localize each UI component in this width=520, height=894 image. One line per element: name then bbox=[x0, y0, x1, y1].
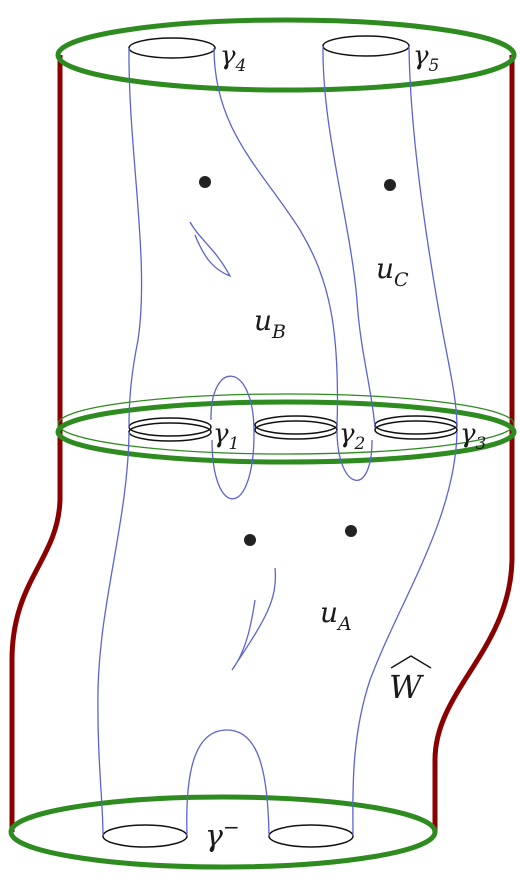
orbit-gamma5 bbox=[322, 35, 410, 57]
orbit-gamma-minus-left bbox=[102, 824, 188, 848]
bottom-boundary-circle bbox=[8, 794, 438, 870]
uB-lower-loop bbox=[336, 429, 373, 481]
label-gamma2: γ2 bbox=[339, 419, 365, 454]
orbit-gamma1 bbox=[128, 417, 212, 442]
label-gamma-minus: γ− bbox=[205, 815, 240, 854]
point-uA-right bbox=[345, 525, 357, 537]
label-gamma1: γ1 bbox=[213, 419, 239, 454]
middle-boundary-circle bbox=[55, 399, 517, 465]
uC-left-curve bbox=[322, 45, 376, 429]
point-uB bbox=[199, 176, 211, 188]
middle-boundary-thin bbox=[57, 393, 515, 455]
uB-left-curve bbox=[128, 47, 143, 429]
right-wall-lower bbox=[432, 432, 515, 832]
point-uC bbox=[384, 179, 396, 191]
label-gamma4: γ4 bbox=[220, 41, 246, 76]
left-wall-lower bbox=[9, 432, 63, 832]
orbit-gamma-minus-right bbox=[268, 824, 354, 848]
label-gamma5: γ5 bbox=[413, 41, 439, 76]
uC-right-curve bbox=[408, 45, 458, 429]
label-gamma3: γ3 bbox=[460, 419, 486, 454]
uA-left-curve bbox=[97, 431, 130, 837]
label-uC: uC bbox=[376, 252, 409, 291]
uB-crease-mark bbox=[189, 221, 232, 278]
label-uB: uB bbox=[254, 304, 286, 343]
orbit-gamma2 bbox=[254, 415, 338, 440]
uA-inner-arch bbox=[186, 729, 270, 837]
uA-right-curve bbox=[352, 431, 458, 837]
label-uA: uA bbox=[320, 596, 352, 635]
orbit-gamma3 bbox=[374, 415, 458, 440]
orbit-gamma4 bbox=[128, 37, 216, 59]
top-boundary-circle bbox=[55, 17, 517, 93]
uA-crease-mark bbox=[231, 567, 277, 671]
label-W-hat: W bbox=[389, 655, 432, 706]
svg-text:W: W bbox=[389, 668, 425, 706]
uB-right-curve bbox=[213, 47, 339, 429]
point-uA-left bbox=[244, 534, 256, 546]
uB-handle-loop bbox=[210, 375, 255, 500]
